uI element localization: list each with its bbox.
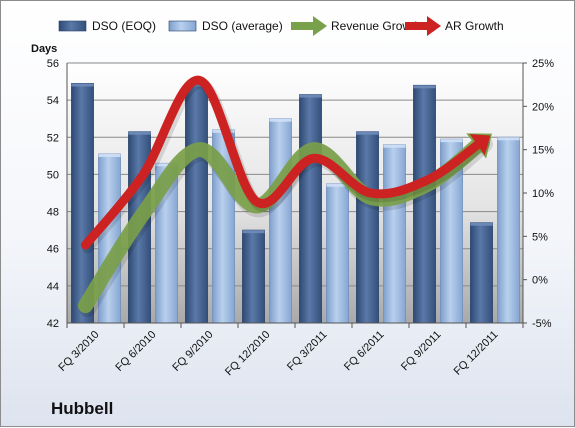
y-axis-title: Days <box>31 43 57 55</box>
bar-dso-eoq <box>299 94 322 324</box>
bar-dso-average <box>383 144 406 324</box>
x-tick-label: FQ 12/2011 <box>452 329 501 378</box>
ar-growth-line-arrowhead <box>469 134 491 156</box>
bar-cap <box>470 222 493 226</box>
legend-label: Revenue Growth <box>331 19 421 33</box>
legend-label: AR Growth <box>445 19 504 33</box>
legend-swatch <box>291 22 315 30</box>
legend-label: DSO (EOQ) <box>92 19 156 33</box>
x-tick-label: FQ 6/2010 <box>113 329 158 374</box>
y-tick-label: 42 <box>47 318 59 330</box>
bar-cap <box>185 83 208 87</box>
company-name: Hubbell <box>51 399 114 418</box>
legend-label: DSO (average) <box>202 19 283 33</box>
bar-dso-average <box>326 183 349 324</box>
bar-dso-eoq <box>242 229 265 324</box>
y-tick-label: 52 <box>47 132 59 144</box>
bar-cap <box>242 230 265 234</box>
legend-swatch <box>168 20 197 32</box>
legend: DSO (EOQ) DSO (average) Revenue Growth AR G… <box>58 16 504 36</box>
y-tick-label: 48 <box>47 207 59 219</box>
x-tick-label: FQ 9/2011 <box>399 329 444 374</box>
bar-dso-average <box>269 118 292 324</box>
bar-dso-eoq <box>413 84 436 324</box>
bar-cap <box>383 144 406 148</box>
y-tick-label: 50 <box>47 169 59 181</box>
bar-cap <box>497 137 520 141</box>
x-tick-label: FQ 3/2011 <box>285 329 330 374</box>
y-tick-label: 54 <box>47 95 59 107</box>
bar-cap <box>299 94 322 98</box>
y2-tick-label: -5% <box>532 318 552 330</box>
y-tick-label: 46 <box>47 244 59 256</box>
y2-tick-label: 15% <box>532 145 554 157</box>
y2-tick-label: 5% <box>532 231 548 243</box>
bar-cap <box>440 139 463 143</box>
legend-arrowhead <box>427 16 441 36</box>
y2-tick-label: 20% <box>532 101 554 113</box>
bar-dso-average <box>497 136 520 324</box>
growth-lines <box>78 75 493 318</box>
bar-cap <box>71 83 94 87</box>
bar-dso-eoq <box>356 131 379 324</box>
bar-cap <box>413 85 436 89</box>
x-tick-label: FQ 3/2010 <box>56 329 101 374</box>
bar-cap <box>128 131 151 135</box>
x-tick-label: FQ 9/2010 <box>170 329 215 374</box>
y-tick-label: 44 <box>47 281 59 293</box>
bar-cap <box>269 118 292 122</box>
y-tick-label: 56 <box>47 58 59 70</box>
ar-growth-line <box>81 75 487 250</box>
y2-tick-label: 10% <box>532 188 554 200</box>
legend-swatch <box>405 22 429 30</box>
legend-arrowhead <box>313 16 327 36</box>
y2-tick-label: 25% <box>532 58 554 70</box>
bar-cap <box>98 154 121 157</box>
bar-cap <box>356 131 379 135</box>
legend-swatch <box>58 20 87 32</box>
x-tick-label: FQ 12/2010 <box>223 329 273 379</box>
bar-dso-eoq <box>470 222 493 324</box>
y2-tick-label: 0% <box>532 275 548 287</box>
x-tick-label: FQ 6/2011 <box>342 329 387 374</box>
bar-dso-eoq <box>185 83 208 324</box>
bar-cap <box>326 183 349 187</box>
bar-cap <box>155 163 178 167</box>
